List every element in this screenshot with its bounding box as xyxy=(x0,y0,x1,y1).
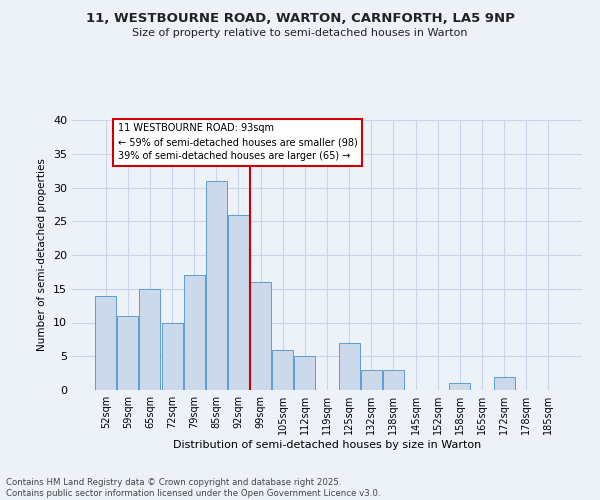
Bar xyxy=(95,296,116,390)
Bar xyxy=(228,214,249,390)
Bar xyxy=(272,350,293,390)
X-axis label: Distribution of semi-detached houses by size in Warton: Distribution of semi-detached houses by … xyxy=(173,440,481,450)
Y-axis label: Number of semi-detached properties: Number of semi-detached properties xyxy=(37,158,47,352)
Bar xyxy=(161,322,182,390)
Bar xyxy=(206,180,227,390)
Text: 11, WESTBOURNE ROAD, WARTON, CARNFORTH, LA5 9NP: 11, WESTBOURNE ROAD, WARTON, CARNFORTH, … xyxy=(86,12,514,26)
Text: Contains HM Land Registry data © Crown copyright and database right 2025.
Contai: Contains HM Land Registry data © Crown c… xyxy=(6,478,380,498)
Bar xyxy=(295,356,316,390)
Bar xyxy=(449,383,470,390)
Bar xyxy=(383,370,404,390)
Bar xyxy=(139,289,160,390)
Bar xyxy=(494,376,515,390)
Bar xyxy=(361,370,382,390)
Text: Size of property relative to semi-detached houses in Warton: Size of property relative to semi-detach… xyxy=(132,28,468,38)
Bar xyxy=(250,282,271,390)
Text: 11 WESTBOURNE ROAD: 93sqm
← 59% of semi-detached houses are smaller (98)
39% of : 11 WESTBOURNE ROAD: 93sqm ← 59% of semi-… xyxy=(118,124,358,162)
Bar xyxy=(338,343,359,390)
Bar xyxy=(118,316,139,390)
Bar xyxy=(184,275,205,390)
